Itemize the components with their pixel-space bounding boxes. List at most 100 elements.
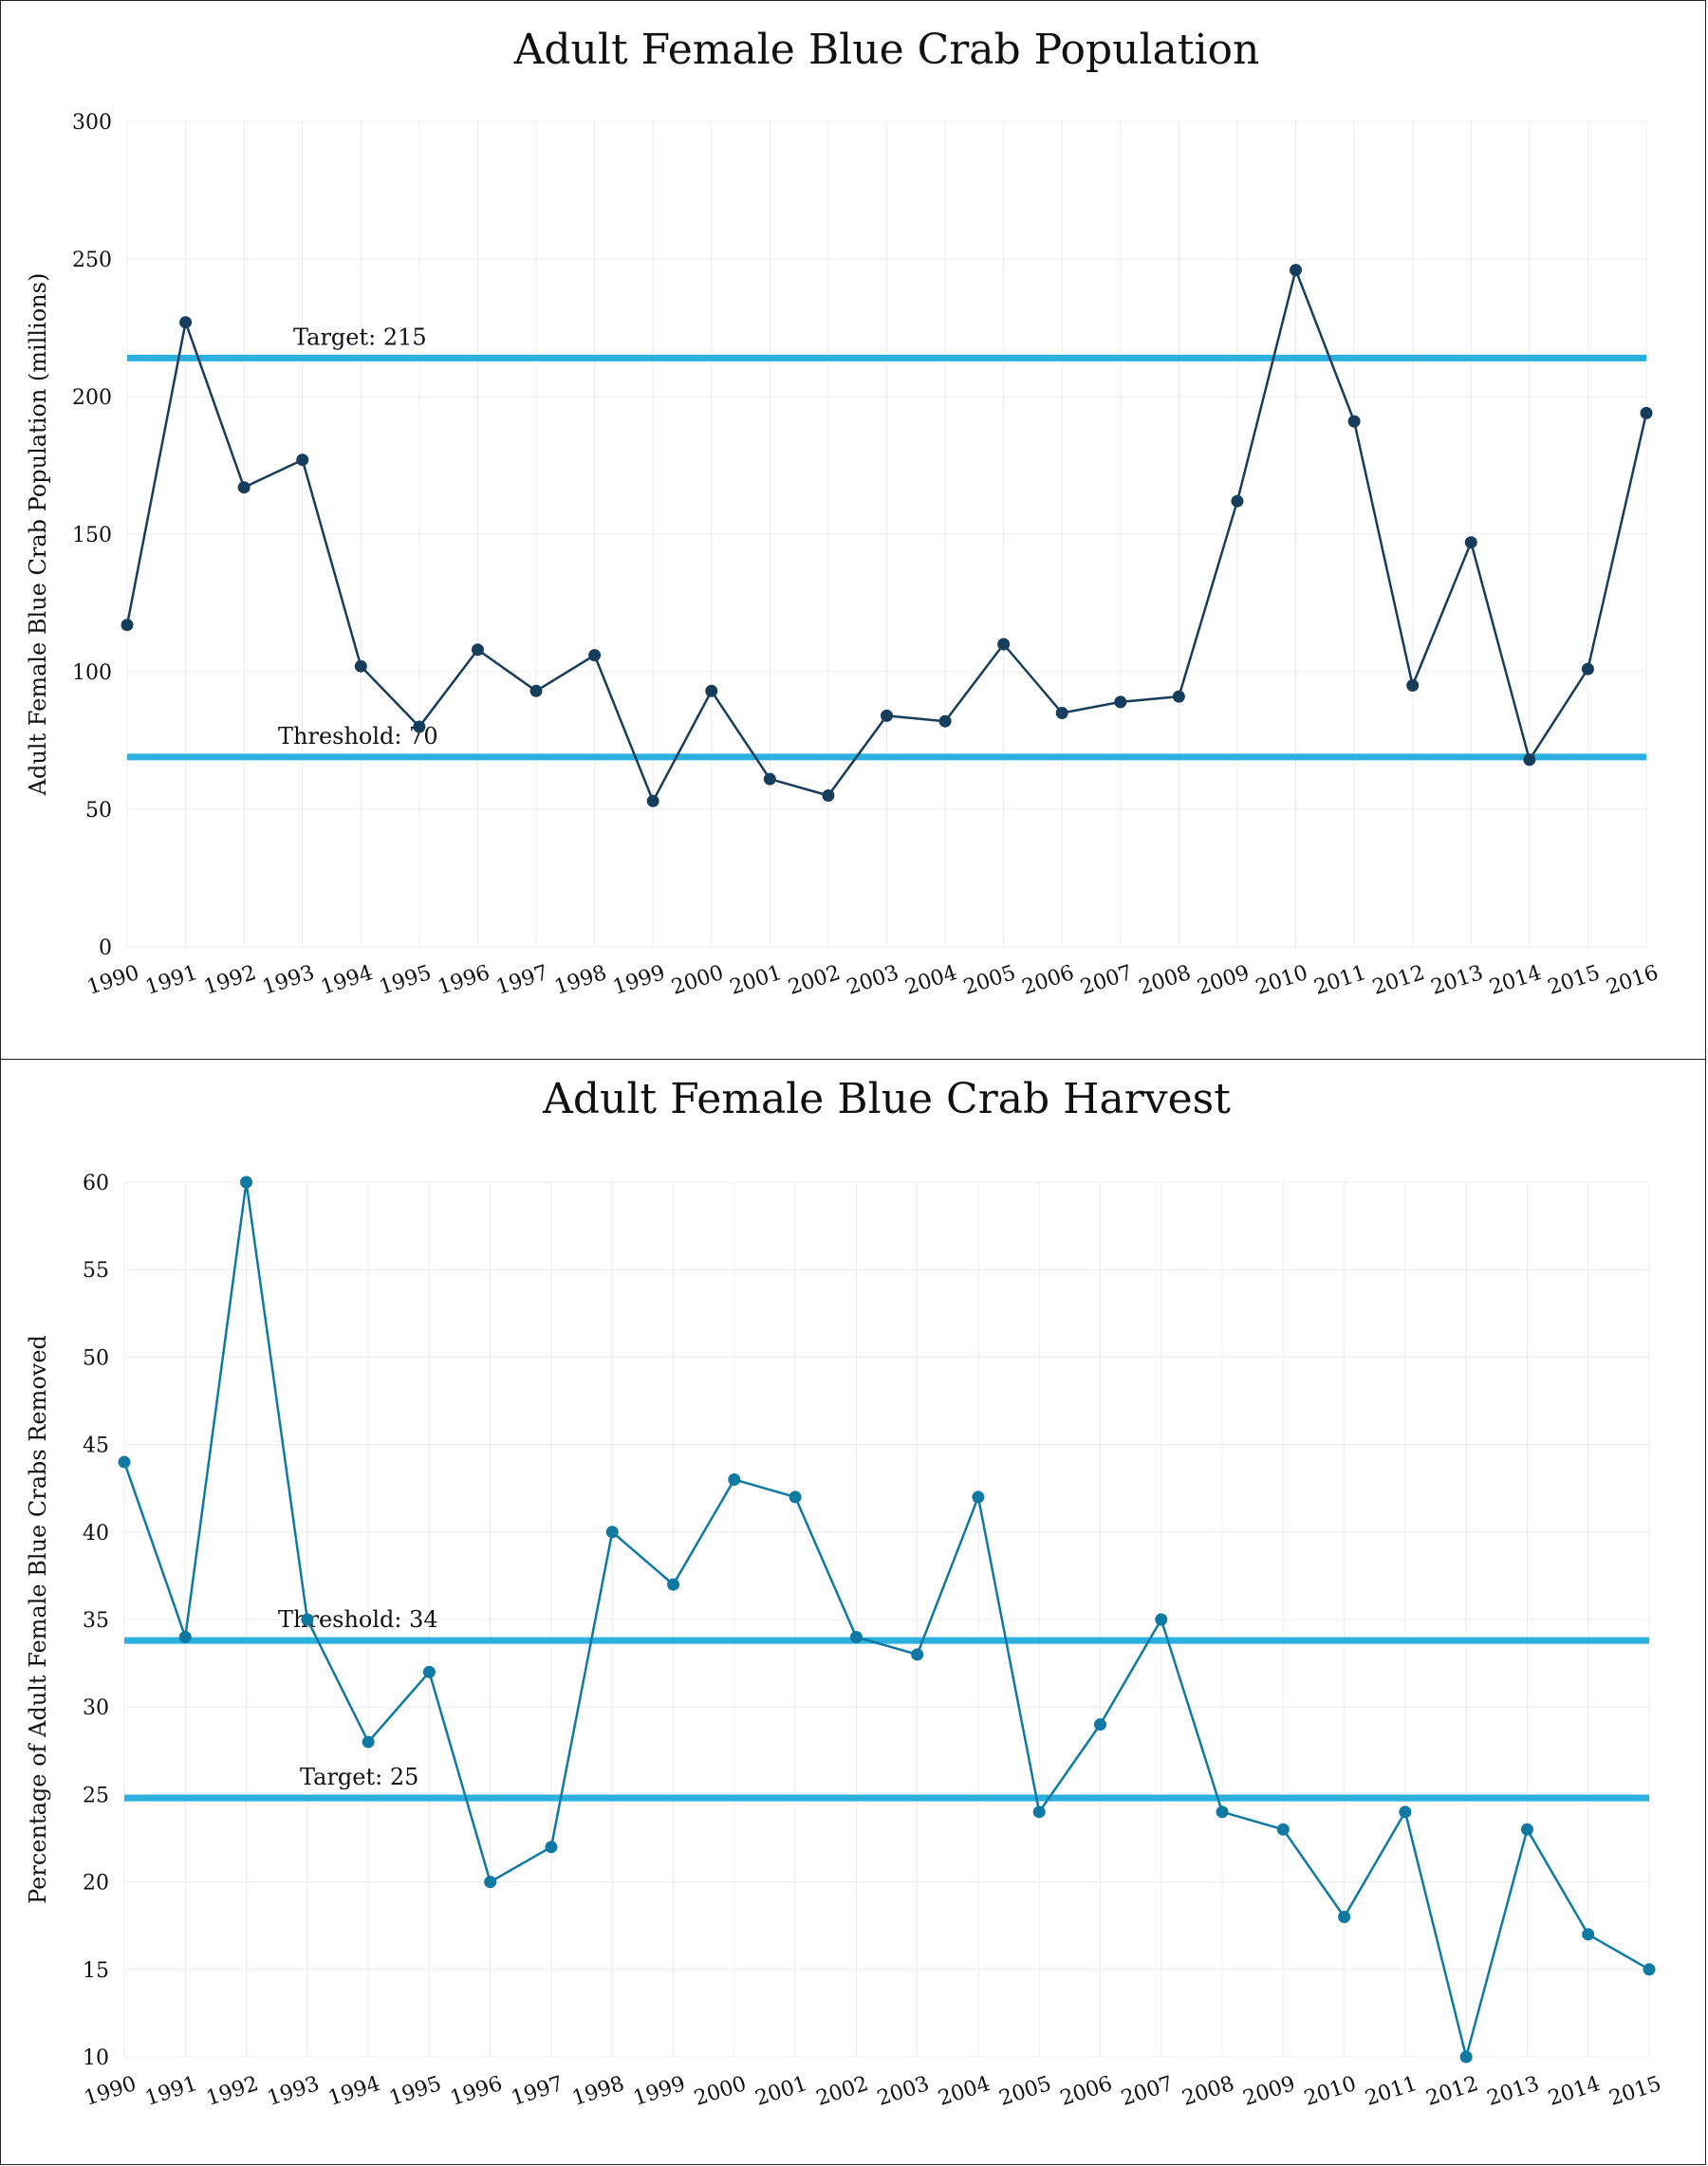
data-point [911,1648,924,1661]
x-tick-label: 2000 [669,961,727,1000]
data-point [1406,679,1420,692]
data-point [972,1490,985,1504]
data-point [1231,494,1244,508]
data-point [1520,1823,1533,1836]
x-tick-label: 2006 [1057,2072,1115,2111]
x-tick-label: 2006 [1019,961,1077,1000]
data-point [1464,536,1477,549]
reference-line-label: Threshold: 70 [278,723,438,750]
x-tick-label: 2016 [1604,961,1662,1000]
data-point [1276,1823,1290,1836]
y-tick-label: 150 [72,524,112,547]
harvest-chart-panel: Adult Female Blue Crab Harvest 10 15 20 25 30… [0,1059,1706,2165]
y-tick-label: 0 [99,936,112,960]
data-point [1290,264,1303,277]
series-line [122,1180,1650,2059]
data-point [422,1665,436,1678]
y-tick-label: 50 [85,799,112,823]
population-chart-panel: Adult Female Blue Crab Population 0 50 100 1… [0,0,1706,1060]
x-tick-label: 1993 [265,2072,323,2111]
x-tick-label: 1992 [201,961,259,1000]
data-point [646,794,659,807]
data-point [1581,662,1594,676]
x-tick-label: 2012 [1423,2072,1481,2111]
x-tick-label: 1994 [325,2072,383,2111]
data-point [588,649,602,662]
x-tick-label: 1998 [551,961,609,1000]
x-tick-label: 2012 [1370,961,1428,1000]
data-point [705,684,718,697]
data-point [529,684,543,697]
y-axis-label: Adult Female Blue Crab Population (milli… [25,273,51,797]
x-tick-label: 2004 [936,2072,993,2111]
x-tick-label: 2009 [1195,961,1253,1000]
data-point [354,659,367,673]
x-tick-label: 1994 [318,961,376,1000]
y-tick-label: 300 [72,111,112,135]
x-tick-label: 2003 [875,2072,933,2111]
data-point [1155,1613,1168,1626]
population-chart: Adult Female Blue Crab Population 0 50 100 1… [25,26,1662,1000]
data-point [763,772,776,786]
data-point [118,1455,131,1469]
x-tick-label: 1990 [84,961,142,1000]
x-tick-label: 1999 [610,961,668,1000]
x-tick-label: 2004 [902,961,960,1000]
y-tick-label: 30 [83,1696,109,1720]
data-point [789,1490,802,1504]
x-tick-label: 2008 [1136,961,1194,1000]
y-tick-label: 15 [83,1959,109,1983]
data-point [1582,1928,1595,1941]
x-tick-label: 1996 [435,961,492,1000]
y-tick-label: 25 [83,1784,109,1807]
x-tick-label: 2005 [961,961,1019,1000]
y-tick-label: 35 [83,1609,109,1633]
x-tick-label: 2010 [1253,961,1310,1000]
data-point [121,619,134,632]
y-tick-label: 60 [83,1172,109,1195]
data-point [1640,406,1653,419]
y-tick-label: 100 [72,661,112,685]
y-axis-label: Percentage of Adult Female Blue Crabs Re… [25,1335,51,1904]
y-tick-label: 200 [72,386,112,410]
data-point [728,1472,741,1486]
x-tick-label: 1997 [509,2072,566,2111]
data-point [178,1630,192,1643]
x-tick-label: 1999 [630,2072,688,2111]
harvest-chart: Adult Female Blue Crab Harvest 10 15 20 25 30… [25,1075,1664,2111]
data-point [1347,415,1361,428]
data-point [179,316,193,329]
x-tick-label: 2002 [813,2072,871,2111]
x-tick-label: 2007 [1078,961,1136,1000]
data-point [545,1841,558,1854]
y-tick-label: 50 [83,1346,109,1370]
x-tick-label: 2002 [786,961,844,1000]
x-tick-label: 2014 [1487,961,1545,1000]
y-tick-label: 20 [83,1872,109,1896]
data-point [1032,1805,1046,1819]
x-tick-label: 2010 [1301,2072,1359,2111]
data-point [301,1613,314,1626]
data-point [484,1876,497,1889]
x-tick-label: 1990 [82,2072,139,2111]
y-tick-label: 55 [83,1259,109,1283]
x-tick-label: 2000 [692,2072,750,2111]
data-point [237,481,251,494]
x-tick-label: 2005 [996,2072,1054,2111]
data-point [1216,1805,1229,1819]
data-point [362,1735,375,1749]
x-tick-label: 1996 [448,2072,506,2111]
data-point [1114,695,1127,709]
reference-line-label: Target: 215 [293,324,427,350]
x-tick-label: 1995 [377,961,435,1000]
y-tick-label: 10 [83,2046,109,2070]
data-point [822,789,835,802]
x-tick-label: 2009 [1240,2072,1298,2111]
x-tick-label: 2008 [1179,2072,1237,2111]
y-tick-label: 40 [83,1522,109,1546]
data-point [938,714,952,728]
x-tick-label: 1991 [142,961,200,1000]
x-tick-label: 1991 [142,2072,200,2111]
x-tick-label: 1997 [493,961,551,1000]
x-tick-label: 2003 [844,961,901,1000]
